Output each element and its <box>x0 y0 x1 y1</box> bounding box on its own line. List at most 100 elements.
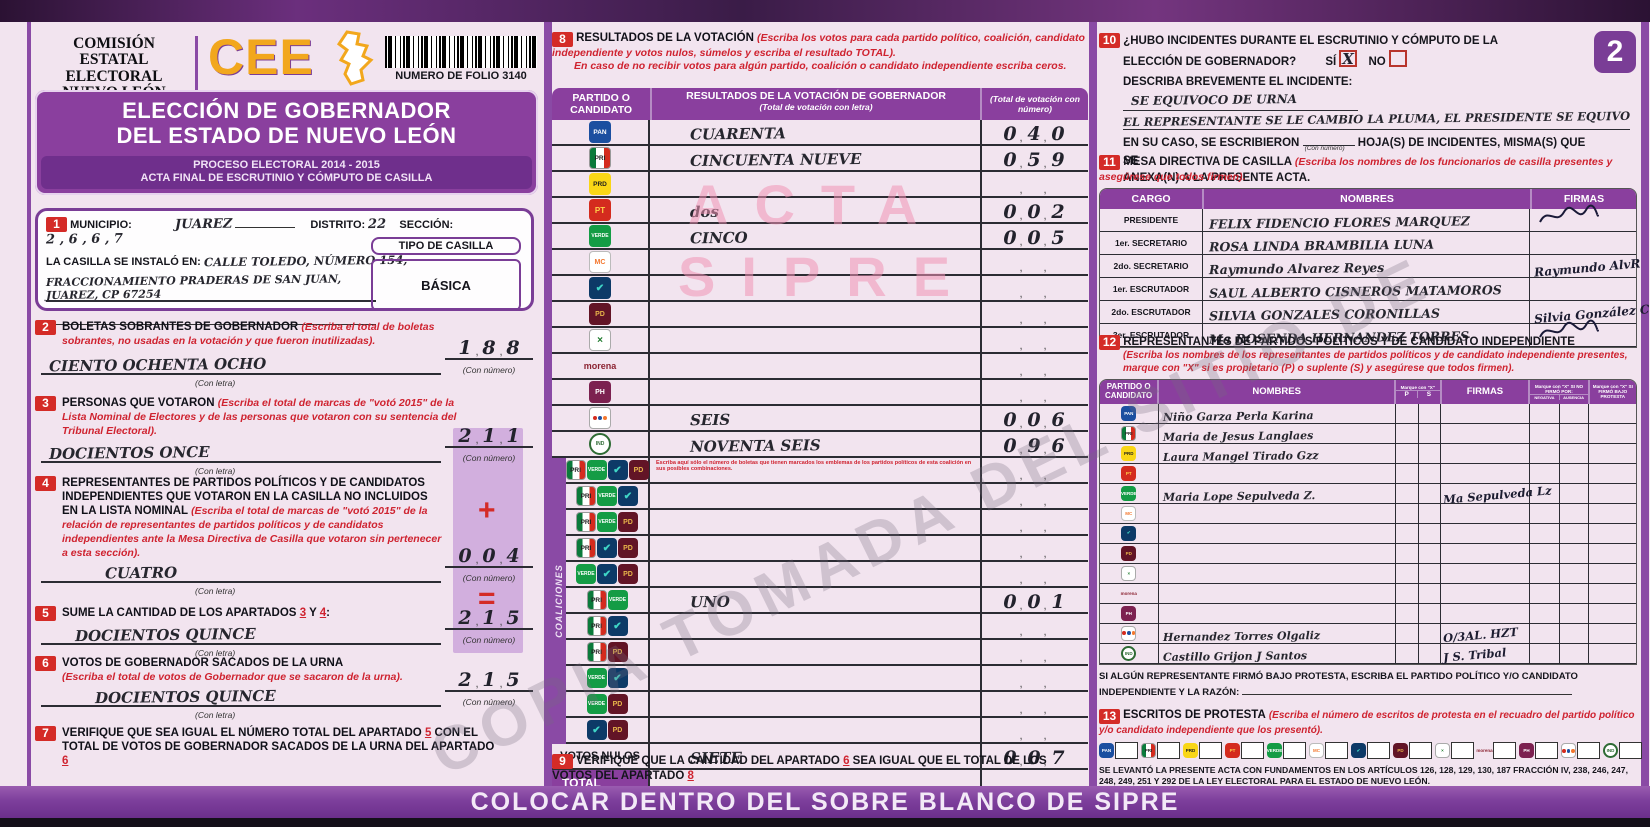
numero-cell: ,, <box>980 380 1086 404</box>
nombre-cell: Raymundo Alvarez Reyes <box>1202 255 1529 277</box>
party-cell: PAN <box>1100 404 1158 423</box>
nombre-cell: Niño Garza Perla Karina <box>1157 403 1395 424</box>
party-rows: PAN CUARENTA 0, 4, 0 PRI CINCUENTA NUEVE 0, 5, 9 P… <box>552 120 1088 458</box>
direccion2-value: FRACCIONAMIENTO PRADERAS DE SAN JUAN, JU… <box>45 272 342 303</box>
firma-cell: J S. Tribal <box>1440 643 1528 664</box>
page-number-badge: 2 <box>1594 31 1636 73</box>
section-10-badge: 10 <box>1099 33 1120 48</box>
numero-cell: ,, <box>980 614 1086 638</box>
distrito-label: DISTRITO: <box>310 219 366 231</box>
section-8-badge: 8 <box>552 32 573 47</box>
incident-text-1: SE EQUIVOCO DE URNA <box>1130 91 1297 108</box>
pt-votes-letra: dos <box>689 202 720 222</box>
acta-subtitle: PROCESO ELECTORAL 2014 - 2015 ACTA FINAL… <box>41 155 532 190</box>
ausencia-cell <box>1558 603 1589 623</box>
no-label: NO <box>1368 56 1386 69</box>
firma-cell <box>1440 563 1528 583</box>
ausencia-cell <box>1558 623 1589 643</box>
digit-tick: , <box>1019 756 1023 768</box>
protesta-cell <box>1588 623 1636 643</box>
coalition-result-row: PRI VERDE PD,, <box>552 510 1088 536</box>
protesta-count-box <box>1535 742 1558 760</box>
digit-tick: , <box>1043 548 1047 560</box>
s-cell <box>1417 603 1441 623</box>
section-6-badge: 6 <box>35 656 56 671</box>
section-11-title: MESA DIRECTIVA DE CASILLA <box>1123 156 1292 168</box>
party-result-row: IND NOVENTA SEIS 0, 9, 6 <box>552 432 1088 458</box>
digit: 1 <box>1051 591 1065 613</box>
votos-nulos-numero: 0,0,7 <box>980 744 1086 768</box>
digit: 1 <box>482 425 496 448</box>
protesta-cell <box>1588 483 1636 503</box>
pri-votes-numero: 0,5,9 <box>1001 150 1068 170</box>
mesa-row: PRESIDENTE FELIX FIDENCIO FLORES MARQUEZ <box>1100 204 1636 233</box>
digit-tick: , <box>1043 444 1047 456</box>
pd-party-logo-icon: PD <box>607 642 628 662</box>
es-party-logo-icon <box>1561 743 1576 759</box>
digit: 0 <box>1027 227 1041 249</box>
seccion-value: 2 , 6 , 6 , 7 <box>45 231 124 248</box>
apartado-6-ref: 6 <box>843 755 850 767</box>
digit: 9 <box>1051 149 1065 171</box>
protesta-cell <box>1588 543 1636 563</box>
digit: 5 <box>1051 227 1065 249</box>
representantes-table: PARTIDO O CANDIDATO NOMBRES Marque con "… <box>1099 379 1637 665</box>
header-bajo-protesta: Marque con "X" SI FIRMÓ BAJO PROTESTA <box>1592 384 1633 400</box>
digit-tick: , <box>1043 366 1047 378</box>
count-digits: 2,1,5 <box>456 608 523 628</box>
personas-votaron-letra: DOCIENTOS ONCE <box>48 443 210 464</box>
numero-cell: 0,4,0 <box>980 120 1086 144</box>
signature-scribble <box>1536 204 1602 233</box>
section-2-answer: CIENTO OCHENTA OCHO 1, 8, 8 (Con número) (C… <box>35 338 535 388</box>
coalition-votes-numero: ,, <box>1001 548 1068 560</box>
digit-tick: , <box>1019 340 1023 352</box>
coalition-votes-letra: UNO <box>689 592 730 612</box>
s-cell <box>1417 523 1441 543</box>
letra-cell <box>648 172 980 196</box>
letra-cell <box>648 640 980 664</box>
section-12-badge: 12 <box>1099 335 1120 350</box>
indep-votes-letra: NOVENTA SEIS <box>689 436 821 456</box>
protesta-cell <box>1588 443 1636 463</box>
negativa-cell <box>1528 563 1559 583</box>
coalition-cell: PRI VERDE ✔ <box>552 484 648 508</box>
p-cell <box>1394 503 1418 523</box>
org-line: COMISIÓN <box>73 35 155 52</box>
letra-cell <box>648 562 980 586</box>
negativa-cell <box>1528 443 1559 463</box>
sipre-banner: COLOCAR DENTRO DEL SOBRE BLANCO DE SIPRE <box>0 786 1650 818</box>
party-cell: PD <box>552 302 648 326</box>
section-1-casilla-info: 1 MUNICIPIO: JUAREZ DISTRITO: 22 SECCIÓN… <box>35 208 534 325</box>
digit: 1 <box>458 337 472 360</box>
no-checkbox <box>1388 50 1407 68</box>
digit-tick: , <box>1043 704 1047 716</box>
humanista-votes-numero: ,, <box>1001 392 1068 404</box>
pri-party-logo-icon: PRI <box>565 460 586 480</box>
verde-party-logo-icon: VERDE <box>607 590 628 610</box>
numero-cell: 0,9,6 <box>980 432 1086 456</box>
protesta-party-item: PD <box>1393 742 1432 760</box>
party-cell: IND <box>552 432 648 456</box>
funcionario-nombre: Raymundo Alvarez Reyes <box>1208 260 1385 278</box>
firma-cell <box>1529 278 1634 301</box>
count-digits: 1,8,8 <box>456 338 523 358</box>
p-cell <box>1394 603 1418 623</box>
protesta-count-box <box>1409 742 1432 760</box>
s-cell <box>1417 463 1441 483</box>
protesta-cell <box>1588 643 1636 663</box>
party-cell: VERDE <box>1100 484 1158 503</box>
protesta-cell <box>1588 603 1636 623</box>
votes-table: PARTIDO O CANDIDATO RESULTADOS DE LA VOT… <box>552 88 1088 798</box>
con-numero-label: (Con número) <box>462 635 516 645</box>
s-cell <box>1417 483 1441 503</box>
firma-cell <box>1440 603 1528 623</box>
representantes-table-header: PARTIDO O CANDIDATO NOMBRES Marque con "… <box>1100 380 1636 404</box>
votos-nulos-label: VOTOS NULOS <box>560 750 640 762</box>
party-cell: morena <box>552 354 648 378</box>
prd-party-logo-icon: PRD <box>1183 743 1198 759</box>
digit-tick: , <box>1019 314 1023 326</box>
protesta-count-box <box>1157 742 1180 760</box>
org-line: ESTATAL <box>79 51 149 69</box>
alianza-party-logo-icon: ✔ <box>589 277 611 299</box>
mc-votes-numero: ,, <box>1001 262 1068 274</box>
